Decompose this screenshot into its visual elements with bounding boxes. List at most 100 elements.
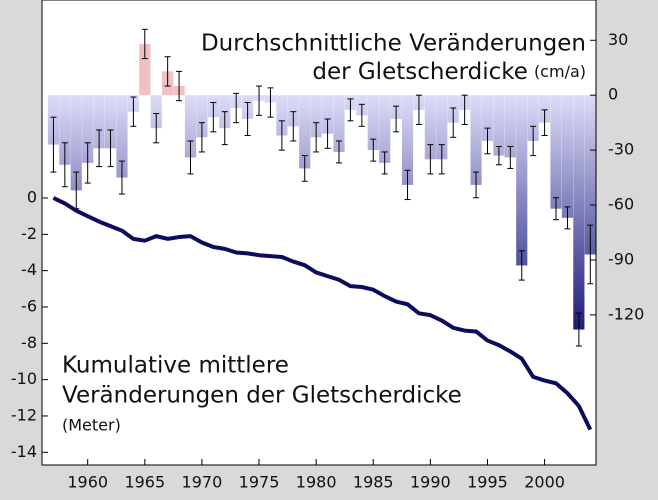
title-unit: (cm/a) (534, 62, 586, 81)
error-bar (381, 151, 388, 175)
error-bar (301, 155, 308, 182)
y-tick-label: -6 (21, 296, 37, 315)
bar (104, 95, 117, 149)
bar (379, 95, 391, 163)
chart-title: der Gletscherdicke (cm/a) (312, 59, 586, 85)
x-tick-label: 1980 (296, 473, 337, 492)
error-bar (358, 103, 365, 127)
x-tick-label: 1975 (239, 473, 280, 492)
error-bar (278, 120, 285, 151)
bar (321, 95, 334, 134)
error-bar (553, 197, 560, 221)
bar (116, 95, 128, 178)
y-tick-label: -14 (11, 442, 37, 461)
error-bar (541, 109, 548, 136)
bar (539, 95, 551, 123)
bar (82, 95, 94, 163)
error-bar (210, 102, 217, 133)
x-tick-label: 1960 (67, 473, 108, 492)
error-bar (438, 144, 445, 175)
bar (276, 95, 288, 136)
error-bar (84, 142, 91, 184)
bar (139, 43, 151, 96)
bar (367, 95, 379, 151)
bar (561, 95, 574, 218)
error-bar (404, 169, 411, 201)
error-bar (427, 144, 434, 175)
chart-title: Durchschnittliche Veränderungen (201, 31, 586, 57)
error-bar (198, 122, 205, 153)
x-tick-label: 2000 (524, 473, 565, 492)
bar (150, 95, 162, 129)
y2-tick-label: -120 (608, 304, 644, 323)
bar (470, 95, 482, 185)
error-bar (141, 28, 148, 60)
error-bar (233, 92, 240, 124)
error-bar (473, 171, 480, 199)
error-bar (370, 138, 377, 162)
bar (527, 95, 539, 141)
error-bar (461, 94, 468, 125)
x-tick-label: 1995 (467, 473, 508, 492)
error-bar (290, 111, 297, 142)
error-bar (415, 94, 422, 125)
bar (333, 95, 345, 152)
error-bar (50, 116, 57, 173)
bar (401, 95, 414, 185)
y2-tick-label: -60 (608, 195, 634, 214)
error-bar (107, 129, 114, 168)
error-bar (176, 70, 183, 102)
error-bar (221, 111, 228, 146)
bar (584, 95, 596, 255)
error-bar (347, 98, 354, 122)
bar (287, 95, 299, 127)
bar (196, 95, 208, 138)
y-tick-label: -12 (11, 405, 37, 424)
left-title-unit: (Meter) (62, 416, 121, 435)
bar (93, 95, 105, 149)
x-tick-label: 1965 (124, 473, 165, 492)
bar (436, 95, 448, 160)
bar (550, 95, 562, 209)
error-bar (484, 127, 491, 155)
error-bar (587, 224, 594, 285)
bar (516, 95, 528, 266)
bar (424, 95, 436, 160)
y2-tick-label: 30 (608, 30, 628, 49)
error-bar (244, 102, 251, 136)
cumulative-line (52, 196, 593, 431)
error-bar (187, 140, 194, 175)
bar (59, 95, 71, 165)
error-bar (153, 113, 160, 144)
error-bar (393, 105, 400, 133)
plot-frame (41, 0, 597, 466)
y2-tick-label: -90 (608, 249, 634, 268)
x-tick-label: 1985 (353, 473, 394, 492)
bar (573, 95, 585, 330)
bar (481, 95, 494, 141)
error-bar (518, 250, 525, 281)
bar (70, 95, 82, 191)
error-bar (507, 145, 514, 169)
bar (504, 95, 516, 158)
y2-tick-label: -30 (608, 140, 634, 159)
x-tick-label: 1970 (182, 473, 223, 492)
error-bar (575, 312, 582, 347)
plot-area (42, 0, 596, 465)
error-bar (324, 118, 331, 149)
error-bar (61, 142, 68, 188)
error-bar (164, 56, 171, 87)
error-bar (335, 140, 342, 164)
error-bar (256, 85, 263, 116)
y-tick-label: -4 (21, 260, 37, 279)
y2-tick-label: 0 (608, 85, 618, 104)
bar (184, 95, 197, 158)
error-bar (495, 145, 502, 166)
y-tick-label: -10 (11, 369, 37, 388)
bar (310, 95, 322, 138)
x-tick-label: 1990 (410, 473, 451, 492)
error-bar (313, 122, 320, 153)
error-bar (267, 87, 274, 118)
error-bar (450, 107, 457, 138)
y-tick-label: -2 (21, 224, 37, 243)
